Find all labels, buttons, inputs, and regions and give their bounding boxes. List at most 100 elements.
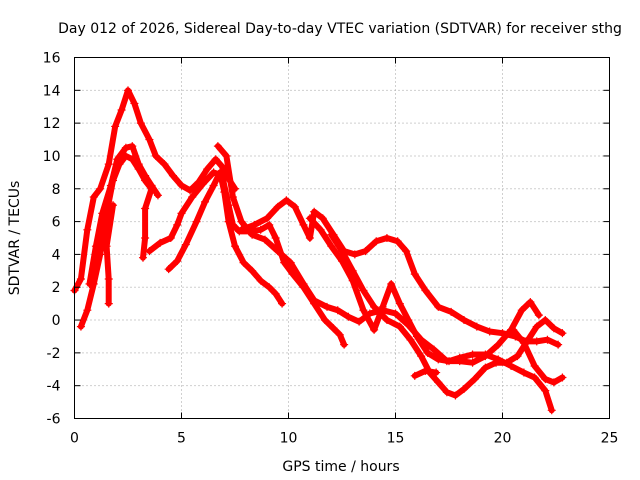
y-tick-label: 10	[43, 149, 61, 165]
data-point-marker	[128, 155, 137, 164]
y-tick-label: 16	[43, 51, 61, 67]
data-point-marker	[153, 191, 162, 200]
x-tick-label: 0	[70, 431, 79, 447]
y-tick-label: 12	[43, 116, 61, 132]
data-point-marker	[310, 207, 319, 216]
data-point-marker	[87, 275, 96, 284]
data-point-marker	[237, 225, 246, 234]
data-point-marker	[472, 322, 481, 331]
data-point-marker	[468, 358, 477, 367]
data-point-marker	[395, 322, 404, 331]
series-line	[165, 169, 286, 307]
data-point-marker	[166, 234, 175, 242]
data-point-marker	[198, 179, 207, 188]
data-point-marker	[359, 306, 368, 315]
series-layer	[70, 86, 567, 415]
data-point-marker	[248, 266, 257, 275]
data-point-marker	[213, 142, 222, 151]
data-point-marker	[532, 322, 541, 331]
data-point-marker	[305, 234, 314, 242]
data-point-marker	[201, 197, 210, 206]
data-point-marker	[541, 386, 550, 395]
series-track-8	[237, 196, 563, 349]
data-point-marker	[323, 302, 332, 311]
data-point-marker	[145, 135, 154, 144]
data-point-marker	[513, 352, 522, 361]
data-point-marker	[447, 307, 456, 316]
y-tick-label: -4	[47, 379, 61, 395]
data-point-marker	[492, 358, 501, 367]
data-point-marker	[519, 339, 528, 348]
x-tick-label: 5	[177, 431, 186, 447]
data-point-marker	[109, 176, 118, 185]
data-point-marker	[519, 368, 528, 377]
data-point-marker	[237, 217, 246, 226]
data-point-marker	[286, 258, 295, 267]
data-point-marker	[468, 350, 477, 359]
data-point-marker	[333, 306, 342, 315]
data-point-marker	[359, 286, 368, 295]
data-point-marker	[340, 340, 349, 349]
data-point-marker	[250, 220, 259, 229]
data-point-marker	[421, 366, 430, 375]
y-axis-title: SDTVAR / TECUs	[7, 181, 23, 296]
data-point-marker	[147, 184, 156, 193]
data-point-marker	[455, 353, 464, 362]
data-point-marker	[263, 214, 272, 223]
data-point-marker	[128, 142, 137, 151]
data-point-marker	[164, 265, 173, 274]
data-point-marker	[421, 286, 430, 295]
series-line	[510, 326, 566, 386]
data-point-marker	[89, 279, 98, 288]
data-point-marker	[134, 165, 143, 174]
series-track-6	[164, 168, 287, 308]
x-tick-label: 15	[387, 431, 405, 447]
data-point-marker	[186, 186, 195, 195]
series-track-12	[509, 325, 567, 387]
data-point-marker	[278, 299, 287, 308]
data-point-marker	[83, 306, 92, 315]
data-point-marker	[168, 171, 177, 180]
x-tick-label: 10	[280, 431, 298, 447]
data-point-marker	[273, 202, 282, 211]
x-tick-label: 20	[494, 431, 512, 447]
data-point-marker	[402, 247, 411, 256]
data-point-marker	[121, 143, 130, 152]
data-point-marker	[299, 220, 308, 229]
data-point-marker	[231, 242, 239, 251]
data-point-marker	[350, 250, 359, 259]
data-point-marker	[442, 388, 451, 397]
data-point-marker	[558, 329, 567, 338]
data-point-marker	[265, 220, 274, 229]
data-point-marker	[310, 296, 319, 305]
data-point-marker	[370, 325, 379, 334]
data-point-marker	[305, 214, 314, 223]
data-point-marker	[228, 192, 237, 201]
data-point-marker	[404, 316, 413, 325]
data-point-marker	[509, 325, 518, 334]
data-point-marker	[89, 192, 98, 201]
data-point-marker	[316, 225, 325, 234]
series-track-1	[70, 86, 239, 295]
data-point-marker	[130, 99, 139, 108]
data-point-marker	[338, 247, 346, 256]
data-point-marker	[327, 230, 336, 239]
y-tick-label: 14	[43, 83, 61, 99]
data-point-marker	[327, 242, 336, 251]
data-point-marker	[192, 217, 201, 226]
data-point-marker	[104, 160, 113, 169]
data-point-marker	[136, 119, 145, 128]
y-tick-label: 8	[52, 182, 61, 198]
data-point-marker	[141, 204, 150, 213]
y-tick-label: 2	[52, 280, 61, 296]
data-point-marker	[355, 317, 364, 326]
data-point-marker	[239, 258, 248, 267]
data-point-marker	[83, 225, 92, 234]
data-point-marker	[173, 256, 182, 265]
data-point-marker	[222, 151, 231, 160]
data-point-marker	[541, 375, 550, 384]
data-point-marker	[481, 363, 490, 372]
data-point-marker	[445, 357, 453, 366]
data-point-marker	[502, 358, 511, 367]
